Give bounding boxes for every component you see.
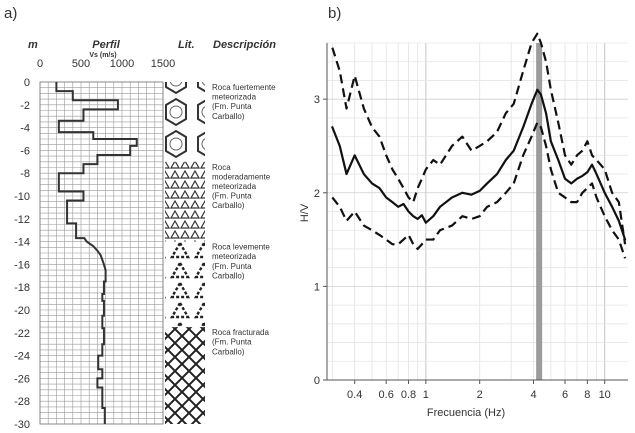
- x-tick-label: 0.4: [347, 389, 362, 401]
- x-tick-label: 500: [72, 58, 90, 70]
- y-tick-label: 2: [314, 188, 320, 200]
- profile-y-ticks: 0 -2 -4 -6 -8 -10 -12 -14 -16 -18 -20 -22 -24 -26 -28 -…: [14, 77, 30, 431]
- hv-axes: 0 1 2 3 0.4 0.6 0.8 1 2 4 6 8 10: [314, 43, 628, 401]
- y-tick-label: -20: [14, 305, 30, 317]
- description-line: (Fm. Punta: [212, 192, 252, 201]
- y-tick-label: -26: [14, 373, 30, 385]
- y-tick-label: 0: [24, 77, 30, 89]
- lithology-unit-moderately-weathered: [165, 161, 205, 242]
- hv-x-axis-label: Frecuencia (Hz): [427, 407, 505, 419]
- lithology-column: [165, 82, 205, 424]
- y-tick-label: -6: [20, 145, 30, 157]
- lithology-unit-strongly-weathered: [165, 82, 205, 162]
- panel-a-label: a): [4, 5, 17, 22]
- panel-b-label: b): [328, 5, 341, 22]
- description-line: Carballo): [212, 112, 245, 121]
- y-tick-label: -16: [14, 259, 30, 271]
- y-tick-label: 0: [314, 375, 320, 387]
- x-tick-label: 8: [584, 389, 590, 401]
- description-line: meteorizada: [212, 252, 257, 261]
- description-line: Carballo): [212, 347, 245, 356]
- x-tick-label: 1000: [110, 58, 134, 70]
- description-line: Carballo): [212, 201, 245, 210]
- description-line: (Fm. Punta: [212, 102, 252, 111]
- description-line: meteorizada: [212, 182, 257, 191]
- y-tick-label: -28: [14, 396, 30, 408]
- description-line: Roca fracturada: [212, 328, 269, 337]
- hv-dashed-curve-2: [331, 121, 627, 259]
- profile-grid: [39, 81, 164, 425]
- lithology-title: Lit.: [178, 39, 195, 51]
- description-line: Roca levemente: [212, 243, 270, 252]
- x-tick-label: 1: [423, 389, 429, 401]
- description-line: moderadamente: [212, 172, 271, 181]
- profile-x-ticks: 0 500 1000 1500: [37, 58, 175, 70]
- panel-a: a) m Perfil Vs (m/s) Lit. Descripción 0 5…: [4, 5, 276, 431]
- y-tick-label: 1: [314, 281, 320, 293]
- x-tick-label: 0: [37, 58, 43, 70]
- x-tick-label: 2: [477, 389, 483, 401]
- y-tick-label: -10: [14, 191, 30, 203]
- lithology-unit-fractured: [165, 327, 205, 424]
- x-tick-label: 6: [562, 389, 568, 401]
- y-tick-label: -2: [20, 100, 30, 112]
- hv-grid: [327, 42, 628, 381]
- hv-dashed-curve-1: [331, 32, 627, 245]
- vs-profile-series: [55, 82, 138, 424]
- y-tick-label: -24: [14, 351, 30, 363]
- x-tick-label: 4: [530, 389, 536, 401]
- description-line: (Fm. Punta: [212, 262, 252, 271]
- vs-axis-label: Vs (m/s): [89, 52, 116, 59]
- y-tick-label: -12: [14, 214, 30, 226]
- lithology-unit-slightly-weathered: [165, 241, 205, 328]
- vs-profile-line: [55, 82, 138, 424]
- x-tick-label: 0.8: [401, 389, 416, 401]
- depth-unit-label: m: [28, 39, 38, 51]
- x-tick-label: 0.6: [379, 389, 394, 401]
- description-title: Descripción: [213, 39, 276, 51]
- description-line: meteorizada: [212, 93, 257, 102]
- x-tick-label: 10: [599, 389, 611, 401]
- y-tick-label: -22: [14, 328, 30, 340]
- y-tick-label: -4: [20, 123, 30, 135]
- y-tick-label: -14: [14, 237, 30, 249]
- y-tick-label: 3: [314, 94, 320, 106]
- hv-series: [331, 32, 627, 259]
- hv-mean-curve-0: [331, 88, 627, 241]
- description-line: Roca: [212, 163, 231, 172]
- hv-y-axis-label: H/V: [299, 203, 311, 222]
- description-line: Carballo): [212, 271, 245, 280]
- y-tick-label: -8: [20, 168, 30, 180]
- x-tick-label: 1500: [151, 58, 175, 70]
- description-line: (Fm. Punta: [212, 338, 252, 347]
- y-tick-label: -18: [14, 282, 30, 294]
- peak-frequency-band: [536, 43, 543, 380]
- description-line: Roca fuertemente: [212, 83, 276, 92]
- profile-title: Perfil: [92, 39, 120, 51]
- profile-frame: [39, 81, 164, 425]
- y-tick-label: -30: [14, 419, 30, 431]
